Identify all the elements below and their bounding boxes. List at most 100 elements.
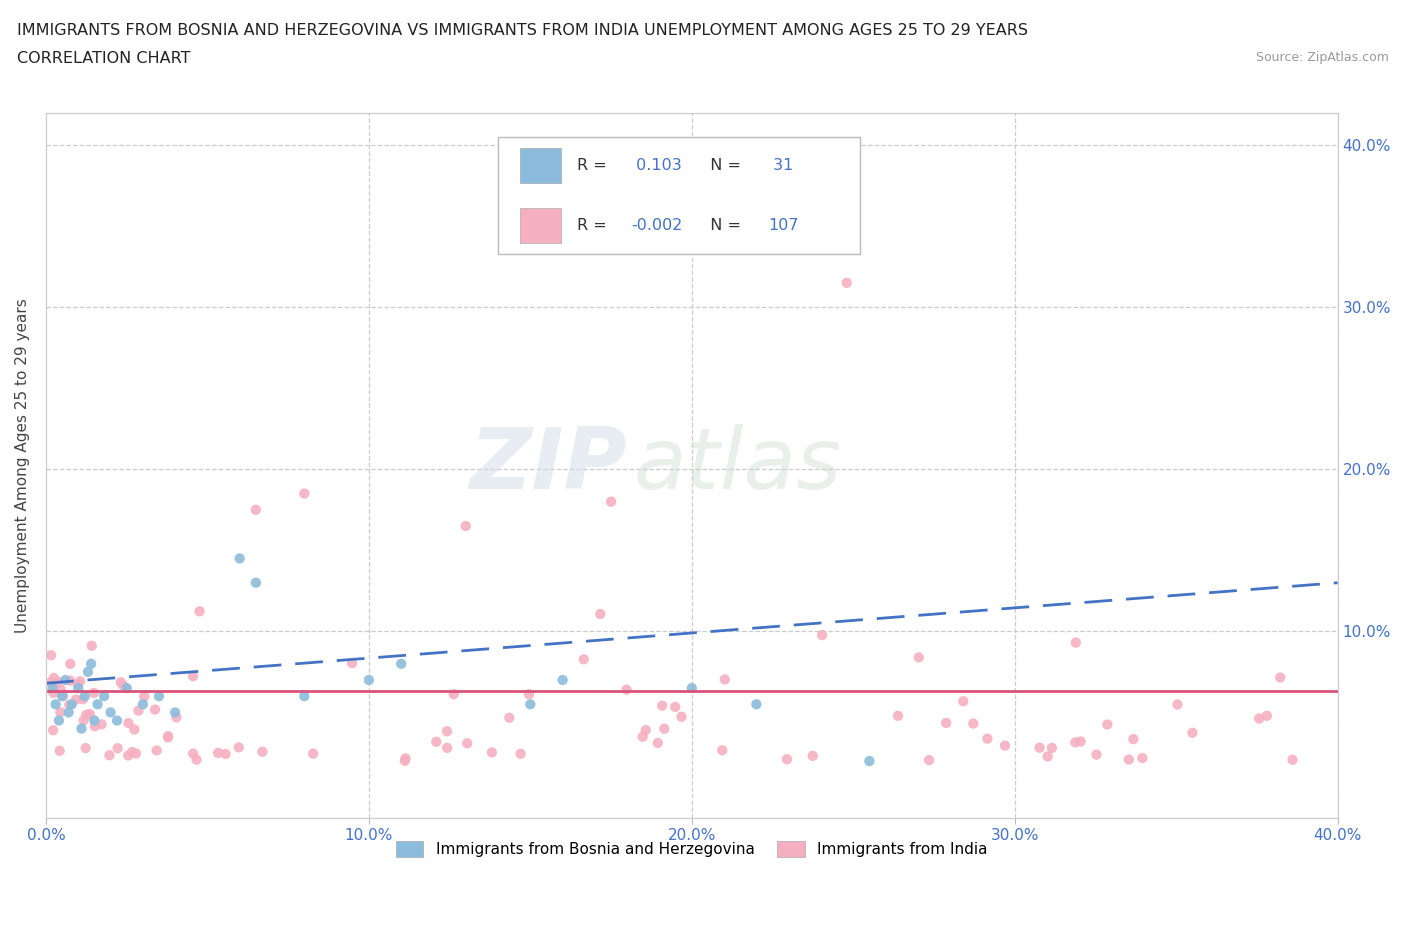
Text: ZIP: ZIP [470, 424, 627, 507]
Text: Source: ZipAtlas.com: Source: ZipAtlas.com [1256, 51, 1389, 64]
Point [83, 719, 105, 734]
Point [647, 736, 669, 751]
Point [811, 628, 834, 643]
Point [245, 576, 267, 591]
Point [145, 743, 167, 758]
FancyBboxPatch shape [498, 138, 859, 254]
Point [80, 638, 103, 653]
Point [935, 715, 957, 730]
Point [1064, 735, 1087, 750]
Point [671, 710, 693, 724]
Point [776, 751, 799, 766]
Text: IMMIGRANTS FROM BOSNIA AND HERZEGOVINA VS IMMIGRANTS FROM INDIA UNEMPLOYMENT AMO: IMMIGRANTS FROM BOSNIA AND HERZEGOVINA V… [17, 23, 1028, 38]
Point [454, 519, 477, 534]
Point [134, 689, 156, 704]
Point [165, 705, 187, 720]
Point [207, 746, 229, 761]
Point [90, 717, 112, 732]
Point [976, 731, 998, 746]
Point [181, 746, 204, 761]
Point [436, 740, 458, 755]
Text: 0.103: 0.103 [631, 158, 682, 173]
Point [713, 672, 735, 687]
Point [117, 748, 139, 763]
Point [73, 689, 96, 704]
Point [1166, 698, 1188, 712]
Point [98, 748, 121, 763]
Point [394, 753, 416, 768]
Point [887, 709, 910, 724]
Point [49, 705, 72, 720]
Point [389, 657, 412, 671]
Point [112, 678, 135, 693]
Point [77, 664, 100, 679]
Point [228, 740, 250, 755]
Point [517, 686, 540, 701]
Text: 31: 31 [768, 158, 793, 173]
Point [519, 697, 541, 711]
Point [42, 671, 65, 685]
Point [39, 675, 62, 690]
Point [651, 698, 673, 713]
Point [60, 697, 83, 711]
Point [1097, 717, 1119, 732]
Point [83, 685, 105, 700]
Point [156, 730, 179, 745]
Point [65, 692, 87, 707]
Point [1122, 732, 1144, 747]
Point [1040, 740, 1063, 755]
Point [110, 675, 132, 690]
Text: R =: R = [576, 158, 612, 173]
Point [51, 689, 73, 704]
Point [66, 677, 89, 692]
Point [1070, 734, 1092, 749]
Point [75, 740, 97, 755]
Point [79, 707, 101, 722]
Point [962, 716, 984, 731]
Point [1028, 740, 1050, 755]
Point [292, 689, 315, 704]
Point [72, 713, 94, 728]
Point [245, 502, 267, 517]
Point [105, 713, 128, 728]
Point [509, 746, 531, 761]
Point [157, 729, 180, 744]
Y-axis label: Unemployment Among Ages 25 to 29 years: Unemployment Among Ages 25 to 29 years [15, 298, 30, 632]
Point [858, 753, 880, 768]
Point [188, 604, 211, 618]
Point [456, 736, 478, 751]
Point [93, 689, 115, 704]
Point [124, 722, 146, 737]
Point [39, 648, 62, 663]
Point [107, 741, 129, 756]
Text: -0.002: -0.002 [631, 218, 682, 233]
Point [907, 650, 929, 665]
Point [48, 743, 70, 758]
Point [48, 713, 70, 728]
Point [1270, 671, 1292, 685]
Point [67, 681, 90, 696]
Point [121, 745, 143, 760]
Point [80, 657, 103, 671]
Point [572, 652, 595, 667]
Point [918, 752, 941, 767]
Point [1036, 749, 1059, 764]
Point [340, 656, 363, 671]
Point [53, 672, 76, 687]
Point [1130, 751, 1153, 765]
Point [443, 686, 465, 701]
Point [42, 685, 65, 700]
Point [425, 735, 447, 750]
Point [117, 716, 139, 731]
Text: N =: N = [700, 158, 745, 173]
Point [616, 683, 638, 698]
Point [664, 699, 686, 714]
Point [49, 683, 72, 698]
Text: atlas: atlas [634, 424, 842, 507]
Point [1085, 747, 1108, 762]
Point [711, 743, 734, 758]
Text: R =: R = [576, 218, 612, 233]
Point [127, 703, 149, 718]
Point [1249, 711, 1271, 726]
Point [72, 692, 94, 707]
